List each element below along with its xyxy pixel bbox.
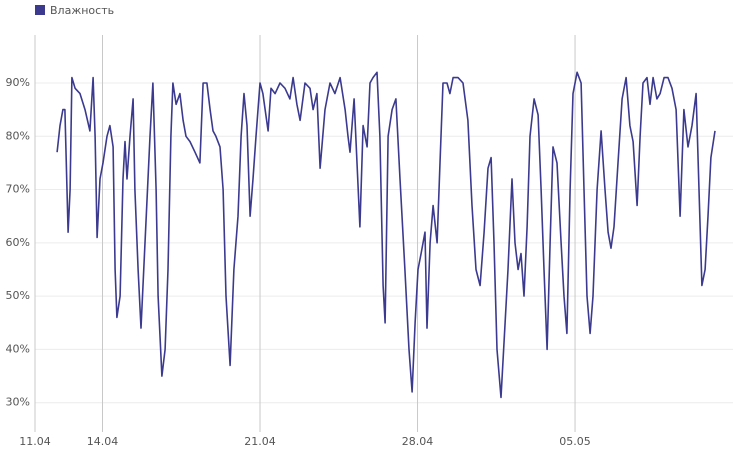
y-tick-label: 50% [6, 289, 30, 302]
x-tick-label: 11.04 [19, 435, 51, 448]
legend-swatch [35, 5, 45, 15]
x-tick-label: 14.04 [87, 435, 119, 448]
x-tick-label: 21.04 [244, 435, 276, 448]
y-tick-label: 30% [6, 396, 30, 409]
x-tick-label: 28.04 [402, 435, 434, 448]
y-tick-label: 90% [6, 76, 30, 89]
y-tick-label: 40% [6, 342, 30, 355]
x-tick-label: 05.05 [559, 435, 591, 448]
y-tick-label: 60% [6, 236, 30, 249]
y-tick-label: 70% [6, 183, 30, 196]
y-tick-label: 80% [6, 129, 30, 142]
data-line [56, 71, 716, 399]
legend-label: Влажность [50, 4, 114, 17]
